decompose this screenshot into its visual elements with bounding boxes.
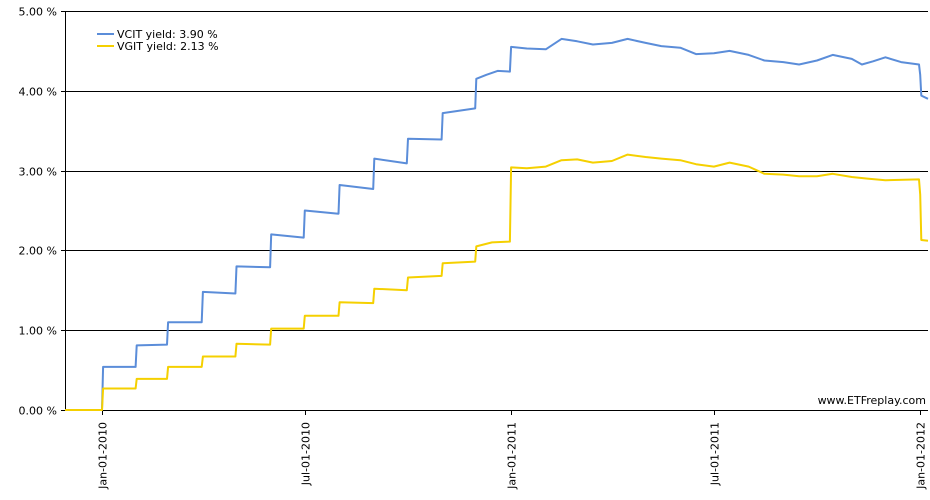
y-tick-label-3: 3.00 %	[19, 166, 57, 179]
x-tick-labels: Jan-01-2010 Jul-01-2010 Jan-01-2011 Jul-01-…	[97, 422, 928, 490]
y-tick-label-1: 1.00 %	[19, 325, 57, 338]
legend: VCIT yield: 3.90 %VGIT yield: 2.13 %	[97, 28, 219, 53]
y-tick-label-2: 2.00 %	[19, 245, 57, 258]
legend-label-0: VCIT yield: 3.90 %	[117, 28, 218, 41]
x-tick-label-3: Jul-01-2011	[709, 422, 722, 486]
grid-lines	[65, 11, 928, 411]
y-tick-label-4: 4.00 %	[19, 86, 57, 99]
y-tick-label-5: 5.00 %	[19, 6, 57, 19]
x-tick-label-0: Jan-01-2010	[97, 422, 110, 490]
x-tick-label-2: Jan-01-2011	[506, 422, 519, 490]
x-tick-label-4: Jan-01-2012	[915, 422, 928, 490]
series-line-1	[65, 153, 929, 411]
watermark-text: www.ETFreplay.com	[818, 394, 926, 407]
x-tick-label-1: Jul-01-2010	[300, 422, 313, 486]
series-line-0	[65, 37, 929, 411]
y-tick-label-0: 0.00 %	[19, 405, 57, 418]
axes	[61, 11, 921, 415]
legend-label-1: VGIT yield: 2.13 %	[117, 40, 219, 53]
series-lines	[65, 37, 929, 411]
y-tick-labels: 0.00 % 1.00 % 2.00 % 3.00 % 4.00 % 5.00 %	[19, 6, 57, 418]
